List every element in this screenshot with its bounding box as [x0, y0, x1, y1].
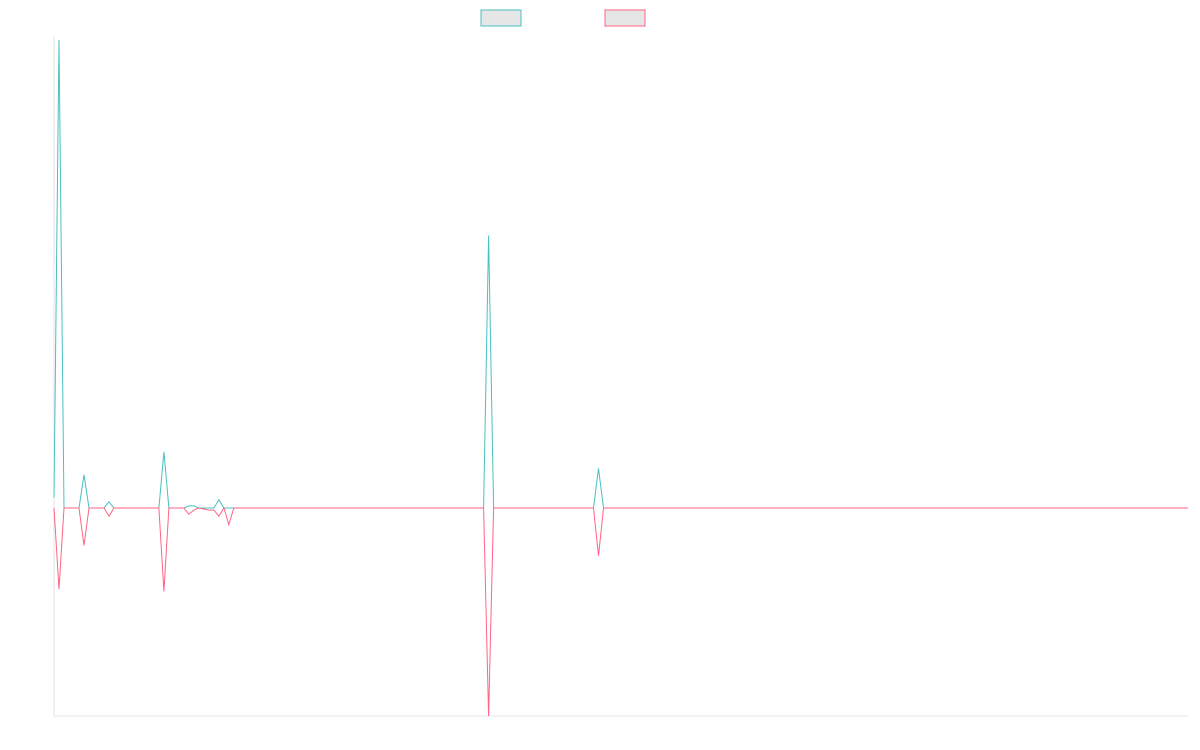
legend-item-series-2[interactable]: [604, 9, 646, 27]
legend[interactable]: [480, 9, 646, 27]
axes: [53, 36, 1188, 717]
series-2-line: [53, 506, 1188, 717]
series-group: [53, 39, 1188, 717]
legend-item-series-1[interactable]: [480, 9, 522, 27]
series-1-line: [53, 39, 1188, 509]
